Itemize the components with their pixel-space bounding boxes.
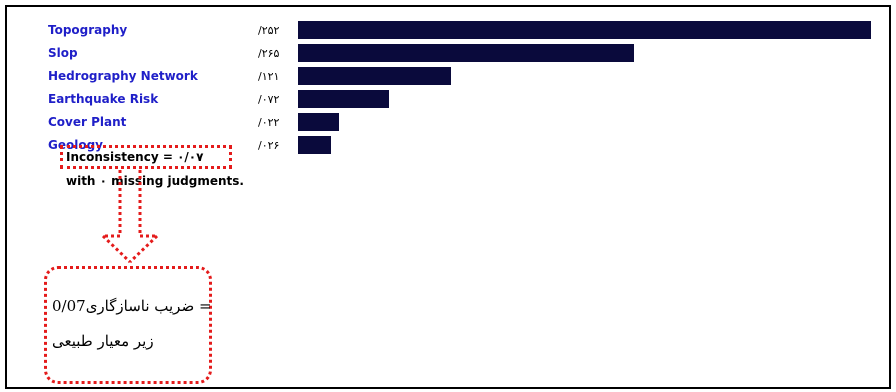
value-label: /۰۷۲ <box>258 93 280 106</box>
note-value: 0/07 <box>52 297 86 315</box>
value-label: /۰۲۶ <box>258 139 280 152</box>
bar-topography <box>298 21 871 39</box>
note-label: = ضریب ناسازگاری <box>85 297 212 315</box>
inconsistency-highlight-box <box>60 145 232 169</box>
value-label: /۱۲۱ <box>258 70 280 83</box>
note-line-1: 0/07= ضریب ناسازگاری <box>52 297 212 315</box>
category-label: Hedrography Network <box>48 69 198 83</box>
category-label: Cover Plant <box>48 115 127 129</box>
value-labels: /۲۵۲ /۲۶۵ /۱۲۱ /۰۷۲ /۰۲۲ /۰۲۶ <box>258 22 298 160</box>
missing-judgments-text: with ۰ missing judgments. <box>66 174 244 188</box>
note-line-2: زیر معیار طبیعی <box>52 332 154 350</box>
value-label: /۲۶۵ <box>258 47 280 60</box>
bar-cover-plant <box>298 113 339 131</box>
down-arrow-icon <box>101 170 159 264</box>
category-label: Earthquake Risk <box>48 92 159 106</box>
value-label: /۰۲۲ <box>258 116 280 129</box>
category-label: Topography <box>48 23 128 37</box>
category-labels: Topography Slop Hedrography Network Eart… <box>48 22 248 160</box>
category-label: Slop <box>48 46 78 60</box>
value-label: /۲۵۲ <box>258 24 280 37</box>
inconsistency-text: Inconsistency = ۰/۰۷ <box>66 150 204 164</box>
bar-earthquake-risk <box>298 90 389 108</box>
bar-area <box>298 21 878 161</box>
note-box <box>44 266 212 384</box>
chart-frame <box>5 5 891 389</box>
bar-geology <box>298 136 331 154</box>
bar-slop <box>298 44 634 62</box>
bar-hedrography-network <box>298 67 451 85</box>
